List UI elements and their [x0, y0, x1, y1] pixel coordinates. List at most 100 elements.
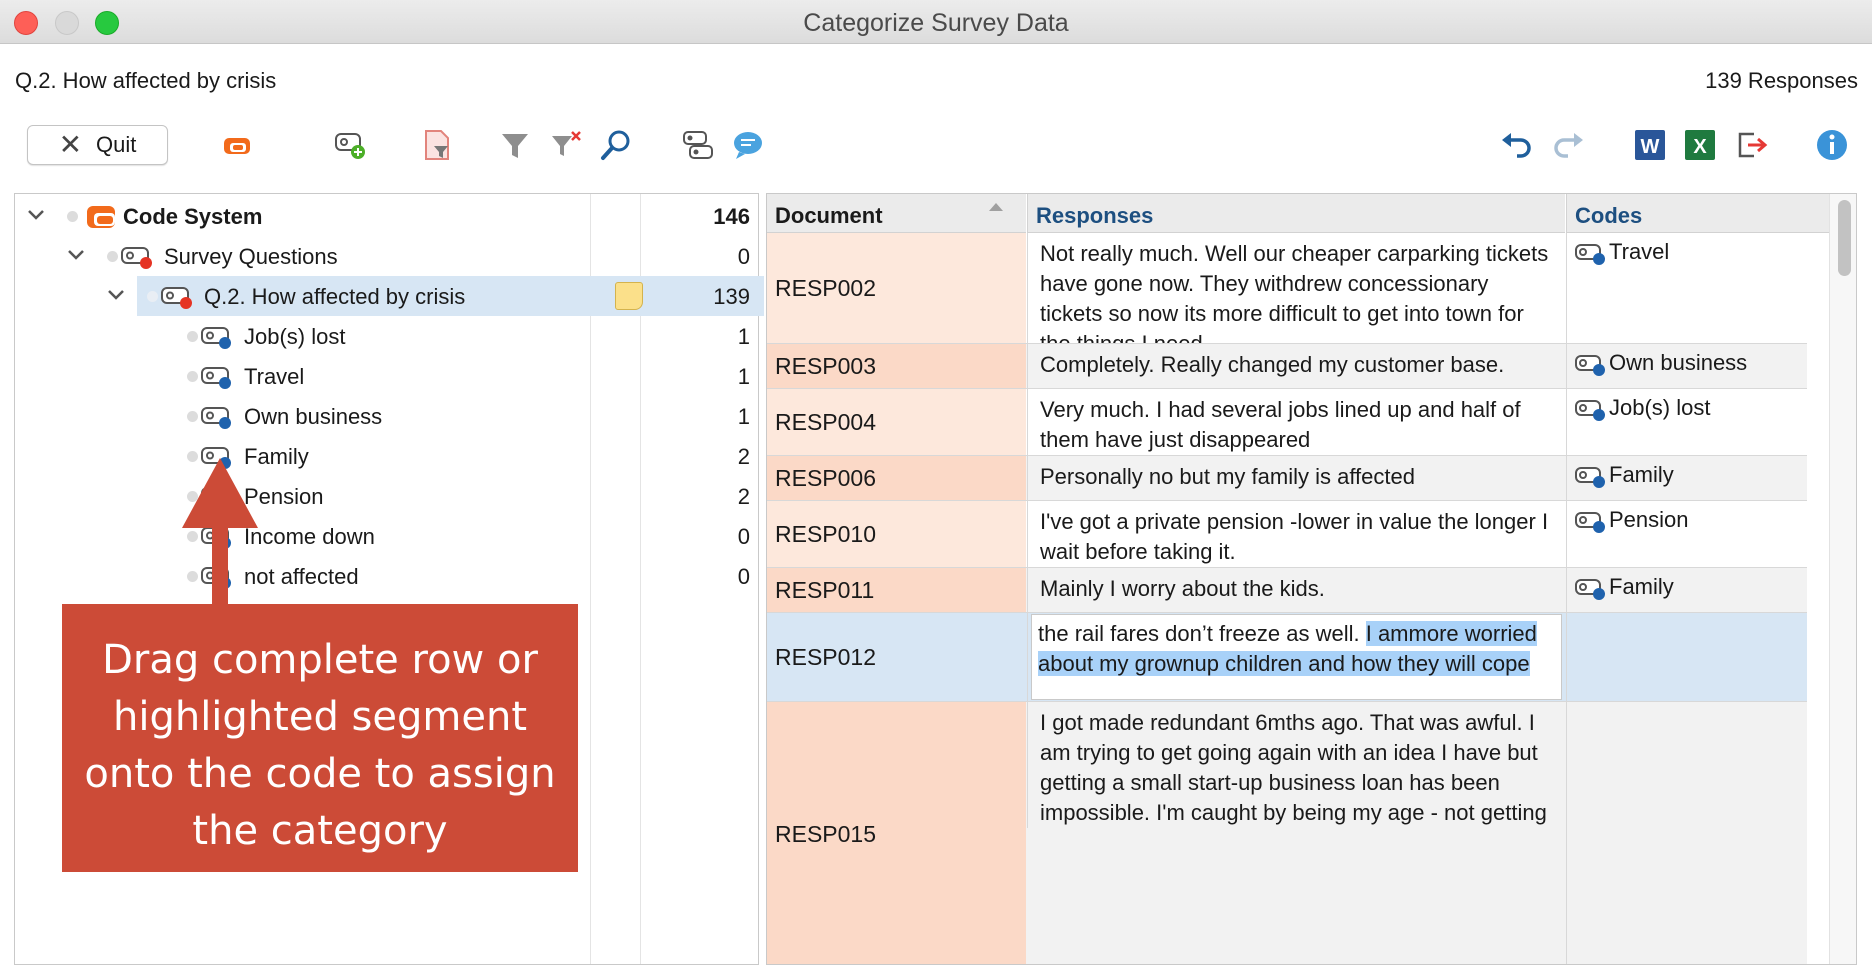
tree-item-income-down[interactable]: Income down 0	[15, 516, 758, 556]
document-cell: RESP003	[767, 344, 1026, 388]
tree-label: Own business	[244, 404, 383, 429]
search-icon[interactable]	[597, 126, 635, 164]
title-bar: Categorize Survey Data	[0, 0, 1872, 44]
question-title: Q.2. How affected by crisis	[15, 68, 277, 93]
minimize-window-button[interactable]	[55, 11, 79, 35]
tree-item-own-business[interactable]: Own business 1	[15, 396, 758, 436]
column-header-responses[interactable]: Responses	[1027, 194, 1565, 233]
exit-icon[interactable]	[1732, 126, 1770, 164]
code-label: Travel	[1609, 239, 1670, 264]
table-row[interactable]: RESP010 I've got a private pension -lowe…	[767, 501, 1807, 568]
tree-item-pension[interactable]: Pension 2	[15, 476, 758, 516]
close-icon: ✕	[58, 129, 83, 160]
tree-item-q2[interactable]: Q.2. How affected by crisis 139	[15, 276, 764, 316]
tree-item-survey-questions[interactable]: Survey Questions 0	[15, 236, 758, 276]
status-dot	[187, 571, 198, 582]
chevron-down-icon[interactable]	[25, 204, 47, 226]
code-label: Pension	[1609, 507, 1689, 532]
code-label: Family	[1609, 462, 1674, 487]
tree-count: 0	[737, 524, 750, 549]
tree-count: 0	[737, 244, 750, 269]
tree-item-not-affected[interactable]: not affected 0	[15, 556, 758, 596]
code-overview-icon[interactable]	[679, 126, 717, 164]
column-header-codes[interactable]: Codes	[1566, 194, 1829, 233]
word-export-icon[interactable]: W	[1631, 126, 1669, 164]
response-cell[interactable]: the rail fares don’t freeze as well. I a…	[1027, 613, 1565, 701]
response-cell[interactable]: I've got a private pension -lower in val…	[1027, 501, 1565, 567]
response-cell[interactable]: I got made redundant 6mths ago. That was…	[1027, 702, 1565, 828]
tree-label: Job(s) lost	[244, 324, 346, 349]
status-dot	[187, 451, 198, 462]
tree-label: Pension	[244, 484, 324, 509]
tree-label: Travel	[244, 364, 305, 389]
response-count: 139 Responses	[1705, 68, 1858, 93]
excel-export-icon[interactable]: X	[1681, 126, 1719, 164]
close-window-button[interactable]	[14, 11, 38, 35]
tree-item-jobs-lost[interactable]: Job(s) lost 1	[15, 316, 758, 356]
clear-filter-icon[interactable]	[548, 126, 586, 164]
filter-document-icon[interactable]	[418, 126, 456, 164]
response-cell[interactable]: Mainly I worry about the kids.	[1027, 568, 1565, 612]
code-icon	[1575, 467, 1605, 488]
table-row[interactable]: RESP003 Completely. Really changed my cu…	[767, 344, 1807, 389]
filter-icon[interactable]	[496, 126, 534, 164]
quit-button[interactable]: ✕ Quit	[27, 125, 168, 165]
code-icon	[1575, 355, 1605, 376]
document-cell: RESP004	[767, 389, 1026, 455]
callout-arrow	[182, 458, 258, 606]
code-cell	[1566, 613, 1807, 701]
document-cell: RESP010	[767, 501, 1026, 567]
sort-ascending-icon	[989, 203, 1003, 211]
table-row[interactable]: RESP004 Very much. I had several jobs li…	[767, 389, 1807, 456]
zoom-window-button[interactable]	[95, 11, 119, 35]
chevron-down-icon[interactable]	[105, 284, 127, 306]
status-dot	[187, 531, 198, 542]
code-icon	[201, 367, 231, 389]
code-icon	[1575, 400, 1605, 421]
table-row[interactable]: RESP006 Personally no but my family is a…	[767, 456, 1807, 501]
code-cell	[1566, 702, 1807, 964]
undo-icon[interactable]	[1497, 126, 1535, 164]
tree-item-code-system[interactable]: Code System 146	[15, 196, 758, 236]
redo-icon[interactable]	[1550, 126, 1588, 164]
chevron-down-icon[interactable]	[65, 244, 87, 266]
table-row-selected[interactable]: RESP012 the rail fares don’t freeze as w…	[767, 613, 1807, 702]
code-icon	[1575, 244, 1605, 265]
code-cell: Family	[1566, 568, 1807, 612]
tree-count: 1	[737, 404, 750, 429]
response-cell[interactable]: Completely. Really changed my customer b…	[1027, 344, 1565, 388]
tree-item-family[interactable]: Family 2	[15, 436, 758, 476]
comment-icon[interactable]	[729, 126, 767, 164]
tree-count: 139	[713, 284, 750, 309]
tree-label: Income down	[244, 524, 375, 549]
scrollbar-thumb[interactable]	[1838, 200, 1851, 276]
column-header-document[interactable]: Document	[767, 194, 1026, 233]
window-title: Categorize Survey Data	[803, 9, 1069, 37]
info-icon[interactable]	[1813, 126, 1851, 164]
instruction-callout: Drag complete row or highlighted segment…	[62, 604, 578, 872]
new-code-icon[interactable]	[332, 126, 370, 164]
table-row[interactable]: RESP011 Mainly I worry about the kids. F…	[767, 568, 1807, 613]
status-dot	[187, 331, 198, 342]
responses-table: Document Responses Codes RESP002 Not rea…	[766, 193, 1857, 965]
response-cell[interactable]: Personally no but my family is affected	[1027, 456, 1565, 500]
response-edit-field[interactable]: the rail fares don’t freeze as well. I a…	[1031, 614, 1562, 700]
status-dot	[187, 491, 198, 502]
response-cell[interactable]: Very much. I had several jobs lined up a…	[1027, 389, 1565, 455]
tree-count: 0	[737, 564, 750, 589]
table-row[interactable]: RESP002 Not really much. Well our cheape…	[767, 233, 1807, 344]
document-cell: RESP012	[775, 643, 877, 670]
tree-label: Q.2. How affected by crisis	[204, 284, 466, 309]
status-dot	[187, 371, 198, 382]
tree-count: 1	[737, 324, 750, 349]
code-icon	[201, 407, 231, 429]
table-row[interactable]: RESP015 I got made redundant 6mths ago. …	[767, 702, 1807, 964]
response-cell[interactable]: Not really much. Well our cheaper carpar…	[1027, 233, 1565, 343]
tree-count: 2	[737, 444, 750, 469]
memo-icon[interactable]	[615, 282, 643, 310]
code-label: Job(s) lost	[1609, 395, 1711, 420]
tree-item-travel[interactable]: Travel 1	[15, 356, 758, 396]
vertical-scrollbar[interactable]	[1829, 194, 1856, 964]
code-cell: Job(s) lost	[1566, 389, 1807, 455]
code-system-icon[interactable]	[218, 126, 256, 164]
